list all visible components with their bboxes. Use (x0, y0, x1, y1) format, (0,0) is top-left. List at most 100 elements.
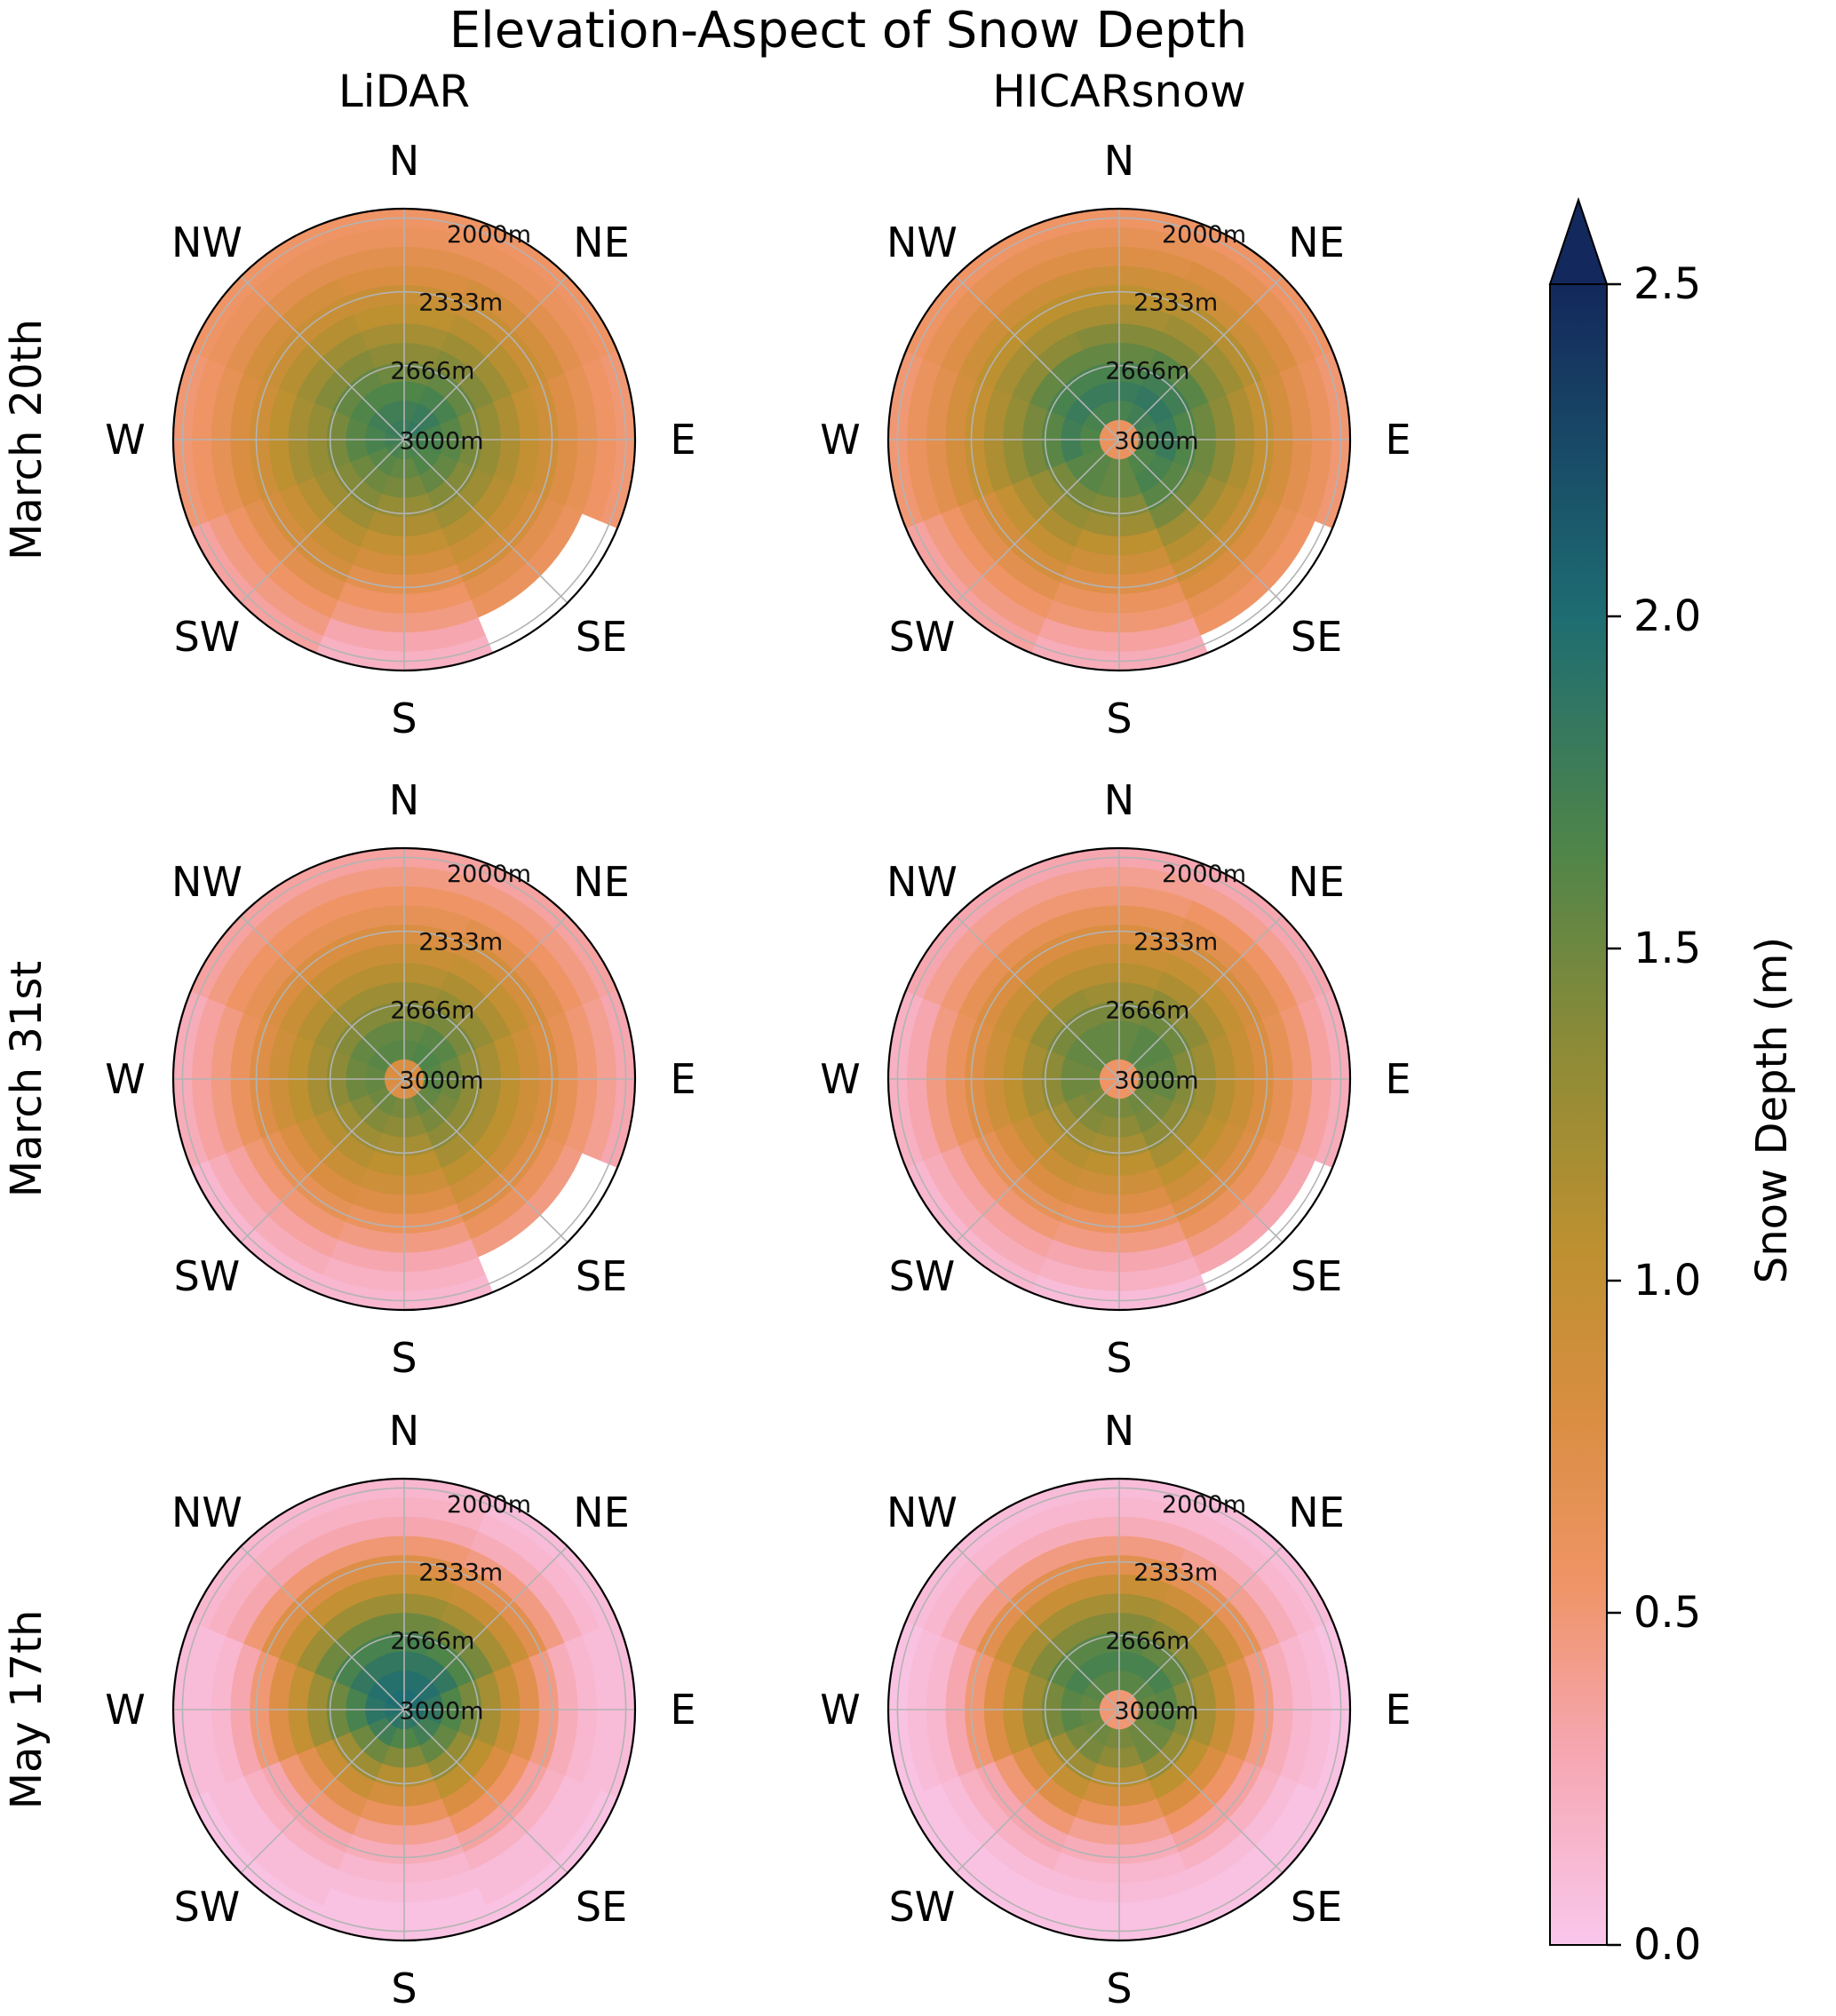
elevation-tick-label: 2000m (1162, 221, 1246, 249)
compass-label-se: SE (576, 1252, 627, 1300)
elevation-tick-label: 2666m (1105, 357, 1189, 385)
elevation-tick-label: 2666m (390, 1627, 474, 1655)
polar-plot-march-31st-lidar: N NE E SE S SW W NW 2000m 2333m 2666m 3000m (67, 742, 742, 1417)
compass-label-w: W (105, 1686, 145, 1734)
compass-label-ne: NE (1288, 858, 1344, 906)
elevation-tick-label: 2333m (1133, 929, 1218, 956)
compass-label-e: E (670, 1055, 695, 1103)
elevation-tick-label: 3000m (399, 428, 483, 456)
row-label-march-20th: March 20th (2, 319, 52, 560)
figure-title: Elevation-Aspect of Snow Depth (449, 2, 1248, 60)
polar-spine (886, 1477, 1352, 1942)
compass-label-s: S (1106, 1334, 1132, 1382)
aspect-gridline (955, 1078, 1120, 1243)
compass-label-nw: NW (886, 218, 958, 266)
aspect-gridline (403, 439, 568, 604)
polar-chart-canvas: N NE E SE S SW W NW 2000m 2333m 2666m 3000m (820, 137, 1411, 742)
compass-label-nw: NW (886, 858, 958, 906)
colorbar-tick-label: 0.0 (1633, 1920, 1701, 1970)
aspect-gridline (955, 915, 1120, 1080)
polar-plot-march-20th-lidar: N NE E SE S SW W NW 2000m 2333m 2666m 3000m (67, 102, 742, 777)
compass-label-ne: NE (573, 858, 629, 906)
column-header-hicarsnow: HICARsnow (992, 66, 1246, 117)
compass-label-nw: NW (171, 1488, 242, 1536)
colorbar-extend-arrow (1548, 196, 1609, 285)
aspect-gridline (403, 915, 568, 1080)
polar-chart-canvas: N NE E SE S SW W NW 2000m 2333m 2666m 3000m (105, 776, 695, 1382)
aspect-gridline (240, 1709, 405, 1874)
aspect-gridline (1118, 275, 1284, 441)
aspect-gridline (240, 915, 405, 1080)
polar-plot-may-17th-lidar: N NE E SE S SW W NW 2000m 2333m 2666m 3000m (67, 1372, 742, 2016)
compass-label-sw: SW (174, 1252, 241, 1300)
compass-label-n: N (1104, 776, 1134, 824)
compass-label-sw: SW (174, 1883, 241, 1931)
colorbar-tick-label: 0.5 (1633, 1588, 1701, 1638)
aspect-gridline (240, 1545, 405, 1710)
polar-chart-canvas: N NE E SE S SW W NW 2000m 2333m 2666m 3000m (105, 137, 695, 742)
aspect-gridline (955, 275, 1120, 441)
elevation-tick-label: 3000m (1114, 1068, 1198, 1095)
compass-label-se: SE (1291, 1252, 1342, 1300)
compass-label-e: E (1385, 416, 1411, 464)
elevation-tick-label: 2333m (1133, 290, 1218, 317)
elevation-tick-label: 2666m (390, 357, 474, 385)
colorbar-svg: 0.0 0.5 1.0 1.5 2.0 2.5 (1548, 196, 1701, 1970)
polar-chart-canvas: N NE E SE S SW W NW 2000m 2333m 2666m 3000m (820, 1407, 1411, 2012)
elevation-tick-label: 2000m (447, 221, 531, 249)
compass-label-w: W (820, 1055, 860, 1103)
polar-chart-canvas: N NE E SE S SW W NW 2000m 2333m 2666m 3000m (105, 1407, 695, 2012)
colorbar-tick-label: 1.0 (1633, 1256, 1701, 1306)
compass-label-s: S (391, 694, 417, 742)
row-label-march-31st: March 31st (2, 960, 52, 1198)
column-header-lidar: LiDAR (338, 66, 471, 117)
aspect-gridline (1118, 1545, 1284, 1710)
elevation-tick-label: 3000m (1114, 428, 1198, 456)
colorbar-tick-label: 2.5 (1633, 259, 1701, 309)
colorbar-label: Snow Depth (m) (1747, 936, 1797, 1284)
aspect-gridline (1118, 1709, 1284, 1874)
compass-label-n: N (389, 1407, 419, 1455)
compass-label-se: SE (1291, 613, 1342, 661)
compass-label-se: SE (576, 1883, 627, 1931)
aspect-gridline (403, 1078, 568, 1243)
compass-label-w: W (105, 416, 145, 464)
compass-label-ne: NE (573, 218, 629, 266)
colorbar-gradient (1549, 283, 1608, 1946)
aspect-gridline (403, 275, 568, 441)
polar-chart-canvas: N NE E SE S SW W NW 2000m 2333m 2666m 3000m (820, 776, 1411, 1382)
compass-label-ne: NE (573, 1488, 629, 1536)
aspect-gridline (403, 1709, 568, 1874)
polar-spine (886, 846, 1352, 1312)
compass-label-se: SE (1291, 1883, 1342, 1931)
compass-label-w: W (820, 416, 860, 464)
elevation-tick-label: 2000m (447, 1491, 531, 1519)
compass-label-n: N (1104, 137, 1134, 185)
elevation-tick-label: 2000m (1162, 1491, 1246, 1519)
polar-spine (171, 1477, 637, 1942)
aspect-gridline (1118, 915, 1284, 1080)
aspect-gridline (403, 1545, 568, 1710)
aspect-gridline (1118, 439, 1284, 604)
compass-label-nw: NW (171, 218, 242, 266)
elevation-tick-label: 3000m (399, 1068, 483, 1095)
compass-label-n: N (389, 776, 419, 824)
compass-label-se: SE (576, 613, 627, 661)
compass-label-ne: NE (1288, 1488, 1344, 1536)
aspect-gridline (955, 1545, 1120, 1710)
compass-label-w: W (105, 1055, 145, 1103)
elevation-tick-label: 2666m (1105, 1627, 1189, 1655)
compass-label-e: E (1385, 1055, 1411, 1103)
aspect-gridline (955, 1709, 1120, 1874)
compass-label-s: S (1106, 694, 1132, 742)
compass-label-n: N (389, 137, 419, 185)
colorbar-tick-label: 1.5 (1633, 924, 1701, 973)
compass-label-sw: SW (889, 1883, 956, 1931)
elevation-tick-label: 2333m (418, 929, 503, 956)
compass-label-sw: SW (174, 613, 241, 661)
compass-label-s: S (391, 1334, 417, 1382)
polar-plot-march-20th-hicarsnow: N NE E SE S SW W NW 2000m 2333m 2666m 3000m (782, 102, 1457, 777)
compass-label-s: S (1106, 1964, 1132, 2012)
polar-plot-may-17th-hicarsnow: N NE E SE S SW W NW 2000m 2333m 2666m 3000m (782, 1372, 1457, 2016)
elevation-tick-label: 2333m (418, 290, 503, 317)
